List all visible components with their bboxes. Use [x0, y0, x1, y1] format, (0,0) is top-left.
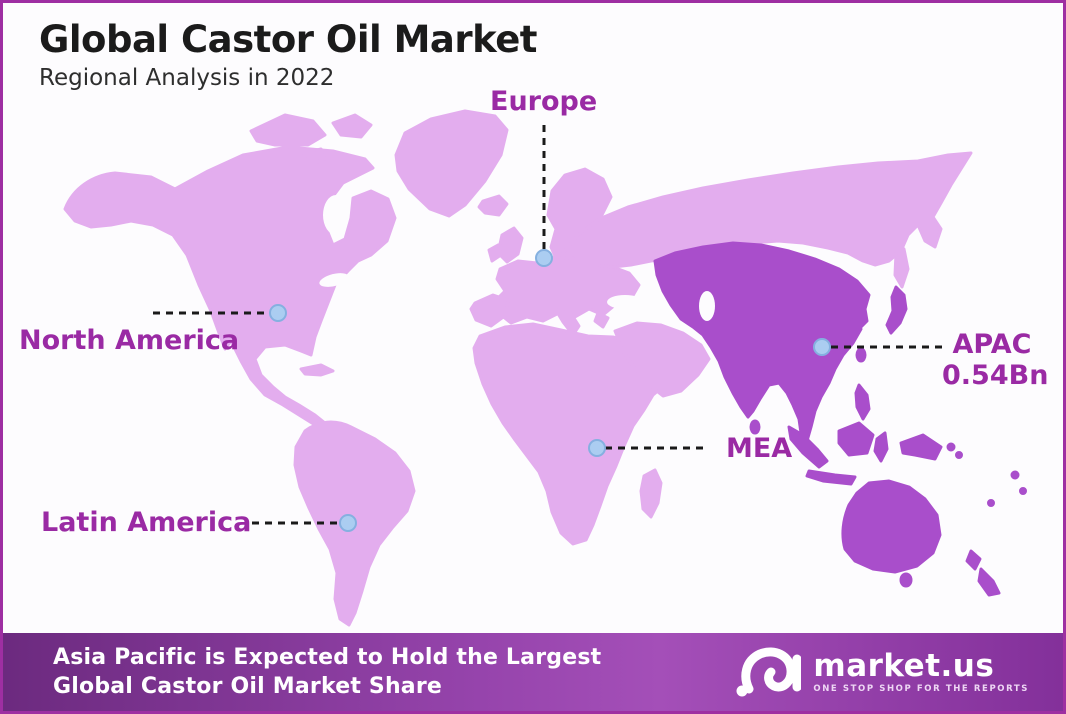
label-apac: APAC 0.54Bn	[942, 329, 1049, 391]
island-new-zealand	[977, 567, 1001, 597]
arctic-islands	[331, 113, 373, 139]
island-iceland	[477, 194, 509, 217]
island-sulawesi	[873, 431, 889, 463]
island-cuba	[299, 363, 335, 377]
banner-headline-line2: Global Castor Oil Market Share	[53, 674, 443, 699]
marketus-logo-tagline: ONE STOP SHOP FOR THE REPORTS	[813, 684, 1029, 694]
pacific-islands	[955, 451, 963, 459]
island-tasmania	[899, 572, 913, 588]
black-sea	[607, 295, 643, 309]
caspian-sea	[699, 291, 715, 321]
page-subtitle: Regional Analysis in 2022	[39, 65, 335, 92]
label-apac-name: APAC	[952, 329, 1032, 360]
continent-greenland	[394, 109, 509, 218]
island-great-britain	[496, 226, 524, 264]
marketus-logo-name: market.us	[813, 648, 995, 684]
marketus-logo-icon	[736, 647, 802, 697]
great-lakes	[319, 273, 349, 287]
label-north-america: North America	[19, 325, 240, 356]
island-ireland	[487, 243, 503, 263]
marker-mea	[588, 439, 606, 457]
island-sumatra	[787, 425, 829, 469]
markers	[269, 249, 831, 532]
world-map	[63, 109, 1027, 627]
marker-north-america	[269, 304, 287, 322]
marker-apac	[813, 338, 831, 356]
label-mea: MEA	[726, 433, 793, 464]
header: Global Castor Oil Market Regional Analys…	[39, 17, 538, 92]
banner-headline-line1: Asia Pacific is Expected to Hold the Lar…	[53, 645, 602, 670]
arctic-islands	[249, 113, 327, 147]
pacific-islands	[946, 442, 956, 452]
marketus-logo-text: market.us ONE STOP SHOP FOR THE REPORTS	[813, 650, 1029, 694]
region-korea	[849, 301, 869, 331]
marker-europe	[535, 249, 553, 267]
region-iberia	[469, 293, 510, 328]
island-madagascar	[639, 468, 663, 519]
pacific-islands	[987, 499, 995, 507]
hudson-bay	[323, 195, 349, 235]
island-borneo	[837, 421, 875, 457]
continent-australia	[841, 479, 942, 574]
pacific-islands	[1019, 487, 1027, 495]
banner-headline: Asia Pacific is Expected to Hold the Lar…	[53, 643, 601, 701]
island-new-guinea	[899, 433, 943, 461]
island-taiwan	[855, 347, 867, 363]
region-greece	[593, 311, 610, 329]
island-sri-lanka	[749, 419, 761, 435]
islands-philippines	[854, 383, 871, 421]
label-europe: Europe	[490, 86, 598, 117]
marketus-logo: market.us ONE STOP SHOP FOR THE REPORTS	[735, 643, 1029, 701]
bottom-banner: Asia Pacific is Expected to Hold the Lar…	[3, 633, 1063, 711]
seas	[319, 195, 715, 321]
pacific-islands	[1010, 470, 1020, 480]
island-japan	[885, 285, 908, 335]
island-sakhalin	[893, 247, 910, 289]
marker-latin-america	[339, 514, 357, 532]
label-apac-value: 0.54Bn	[942, 360, 1049, 391]
island-new-zealand	[965, 549, 982, 571]
page-title: Global Castor Oil Market	[39, 18, 538, 61]
leader-lines	[153, 125, 947, 525]
island-java	[805, 469, 857, 486]
arctic-islands	[301, 147, 331, 165]
region-middle-east	[613, 321, 711, 398]
label-latin-america: Latin America	[41, 507, 252, 538]
continent-north-america	[63, 145, 397, 427]
